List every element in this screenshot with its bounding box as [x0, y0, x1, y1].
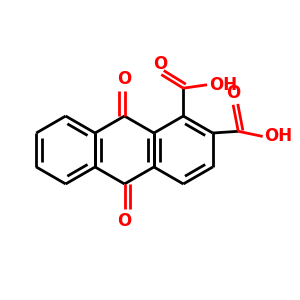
Text: OH: OH	[265, 128, 292, 146]
Text: O: O	[226, 85, 240, 103]
Text: O: O	[117, 212, 132, 230]
Text: OH: OH	[209, 76, 237, 94]
Text: O: O	[117, 70, 132, 88]
Text: O: O	[153, 55, 167, 73]
